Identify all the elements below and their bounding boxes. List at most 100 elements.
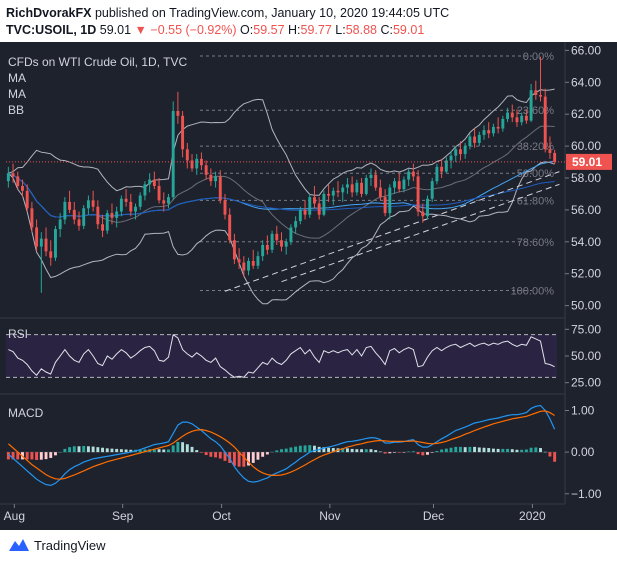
legend-ma-2[interactable]: MA [8, 87, 26, 101]
bb-upper-line [8, 88, 555, 196]
candle-body [134, 206, 137, 212]
macd-histogram-bar [553, 452, 557, 462]
high-label: H: [288, 23, 301, 37]
tradingview-brand[interactable]: TradingView [34, 538, 106, 553]
macd-histogram-bar [322, 447, 326, 453]
candle-body [421, 211, 425, 217]
candle-body [6, 173, 10, 182]
candle-body [49, 251, 53, 258]
y-axis-tick-label: −1.00 [571, 487, 602, 501]
macd-histogram-bar [411, 451, 415, 453]
candle-body [162, 200, 166, 204]
macd-histogram-bar [204, 452, 208, 456]
macd-histogram-bar [383, 452, 387, 454]
macd-histogram-bar [35, 452, 39, 460]
symbol: TVC:USOIL, 1D [6, 23, 97, 37]
macd-histogram-bar [11, 452, 15, 460]
y-axis-tick-label: 52.00 [571, 267, 601, 281]
macd-histogram-bar [393, 452, 396, 453]
candle-body [265, 245, 269, 250]
y-axis-tick-label: 50.00 [571, 299, 601, 313]
candle-body [440, 166, 444, 172]
macd-histogram-bar [209, 452, 213, 457]
symbol-line: TVC:USOIL, 1D 59.01 ▼ −0.55 (−0.92%) O:5… [6, 23, 424, 37]
macd-histogram-bar [520, 449, 524, 453]
macd-histogram-bar [251, 452, 255, 463]
author-name[interactable]: RichDvorakFX [6, 6, 92, 20]
legend-ma-1[interactable]: MA [8, 71, 26, 85]
y-axis-tick-label: 75.00 [571, 322, 601, 336]
macd-histogram-bar [501, 448, 505, 453]
candle-body [364, 178, 368, 194]
candle-body [397, 181, 401, 190]
candle-body [82, 208, 86, 226]
bollinger-bands [8, 88, 555, 305]
candle-body [223, 200, 227, 215]
bb-basis-line [8, 125, 555, 239]
candle-body [430, 181, 434, 199]
macd-histogram-bar [237, 452, 241, 467]
macd-histogram-bar [86, 446, 90, 453]
x-axis-tick-label: Dec [423, 509, 444, 523]
macd-histogram-bar [280, 449, 283, 453]
y-axis-tick-label: 56.00 [571, 203, 601, 217]
legend-rsi[interactable]: RSI [8, 327, 29, 341]
macd-histogram-bar [39, 452, 43, 460]
macd-histogram-bar [355, 449, 359, 453]
tradingview-logo-icon[interactable] [8, 536, 30, 554]
macd-histogram-bar [449, 447, 453, 453]
legend-bb[interactable]: BB [8, 103, 25, 117]
candle-body [39, 238, 43, 247]
low-label: L: [335, 23, 346, 37]
macd-histogram-bar [397, 452, 401, 453]
high-value: 59.77 [300, 23, 332, 37]
macd-histogram-bar [63, 448, 67, 453]
legend-macd[interactable]: MACD [8, 406, 44, 420]
candle-body [58, 219, 62, 230]
macd-histogram-bar [68, 447, 72, 453]
candle-body [294, 221, 298, 228]
candle-body [529, 90, 533, 121]
macd-histogram-bar [440, 449, 444, 453]
y-axis-tick-label: 54.00 [571, 235, 601, 249]
y-axis-tick-label: 66.00 [571, 43, 601, 57]
macd-histogram-bar [25, 452, 29, 460]
fib-label: 61.80% [517, 195, 555, 207]
candle-body [176, 111, 180, 116]
candle-body [101, 224, 105, 231]
y-axis: 66.00 64.00 62.00 60.00 58.00 56.00 54.00 52.00… [565, 43, 602, 501]
macd-histogram-bar [327, 447, 331, 453]
fib-label: 0.00% [523, 51, 554, 63]
macd-histogram-bar [539, 448, 542, 453]
low-value: 58.88 [345, 23, 377, 37]
fib-label: 23.60% [517, 105, 555, 117]
y-axis-tick-label: 64.00 [571, 75, 601, 89]
macd-histogram-bar [294, 446, 298, 453]
close-label: C: [380, 23, 393, 37]
candle-body [195, 158, 199, 169]
macd-histogram-bar [185, 444, 189, 453]
y-axis-tick-label: 1.00 [571, 403, 595, 417]
macd-histogram-bar [388, 452, 392, 454]
candle-body [449, 155, 453, 161]
candle-body [345, 184, 349, 188]
grid [0, 42, 566, 505]
macd-histogram-bar [16, 452, 20, 460]
candle-body [506, 112, 510, 119]
macd-histogram-bar [369, 449, 373, 453]
macd-histogram-bar [482, 447, 486, 453]
candle-body [501, 118, 505, 129]
chart-area[interactable]: 0.00%23.60%38.20%50.00%61.80%78.60%100.0… [0, 42, 617, 530]
candle-body [270, 233, 274, 250]
macd-histogram-bar [82, 446, 86, 453]
macd-histogram-bar [402, 452, 406, 453]
macd-histogram-bar [265, 452, 269, 455]
candle-body [435, 166, 439, 182]
candle-body [331, 190, 335, 196]
candle-body [204, 165, 208, 175]
candle-body [553, 152, 557, 162]
candle-body [402, 179, 406, 190]
candle-body [77, 219, 81, 226]
macd-histogram-bar [454, 446, 458, 453]
macd-histogram-bar [543, 451, 547, 453]
